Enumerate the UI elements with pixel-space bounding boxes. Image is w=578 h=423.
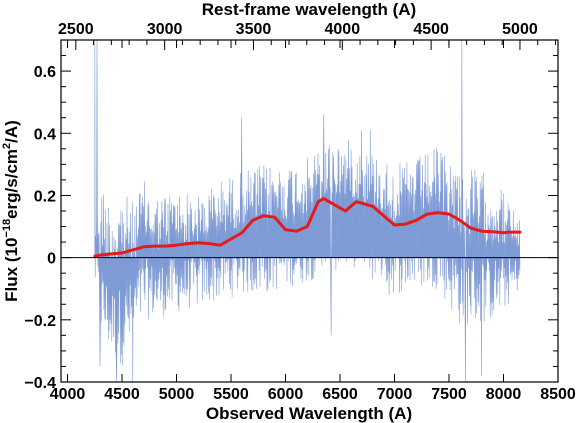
x-tick-label: 5500 (213, 386, 249, 403)
x-tick-label: 5000 (159, 386, 195, 403)
smoothed-series (93, 197, 522, 258)
x2-tick-label: 3500 (236, 21, 272, 38)
x-tick-label: 4500 (104, 386, 140, 403)
spectrum-series (94, 40, 521, 382)
y-axis-title-exponent-2: 2 (1, 143, 13, 149)
y-tick-label: −0.4 (24, 375, 56, 392)
x-tick-label: 8500 (540, 386, 576, 403)
y-tick-label: −0.2 (24, 313, 56, 330)
x-tick-label: 7000 (377, 386, 413, 403)
top-axis-title: Rest-frame wavelength (A) (202, 0, 416, 19)
x2-tick-label: 2500 (58, 21, 94, 38)
x-tick-label: 6000 (268, 386, 304, 403)
y-axis-title-prefix: Flux (10 (2, 238, 21, 302)
plot-data-layer (93, 40, 522, 382)
y-axis-title-units: erg/s/cm (2, 149, 21, 219)
y-axis-title-exponent: −18 (1, 219, 13, 238)
x-tick-label: 4000 (50, 386, 86, 403)
x2-tick-label: 4000 (325, 21, 361, 38)
y-axis-title-suffix: /A) (2, 120, 21, 143)
y-tick-label: 0.2 (34, 188, 56, 205)
x-tick-label: 8000 (486, 386, 522, 403)
x-axis-title: Observed Wavelength (A) (206, 404, 412, 423)
y-tick-label: 0.4 (34, 126, 56, 143)
x-tick-label: 6500 (322, 386, 358, 403)
y-tick-label: 0.6 (34, 64, 56, 81)
y-axis-title: Flux (10−18erg/s/cm2/A) (1, 120, 21, 302)
x-tick-label: 7500 (431, 386, 467, 403)
x2-tick-label: 3000 (147, 21, 183, 38)
axis-ticks: 4000 4500 5000 5500 6000 6500 7000 7500 8000 8500… (24, 21, 575, 403)
x2-tick-label: 4500 (413, 21, 449, 38)
y-tick-label: 0 (47, 251, 56, 268)
x2-tick-label: 5000 (502, 21, 538, 38)
